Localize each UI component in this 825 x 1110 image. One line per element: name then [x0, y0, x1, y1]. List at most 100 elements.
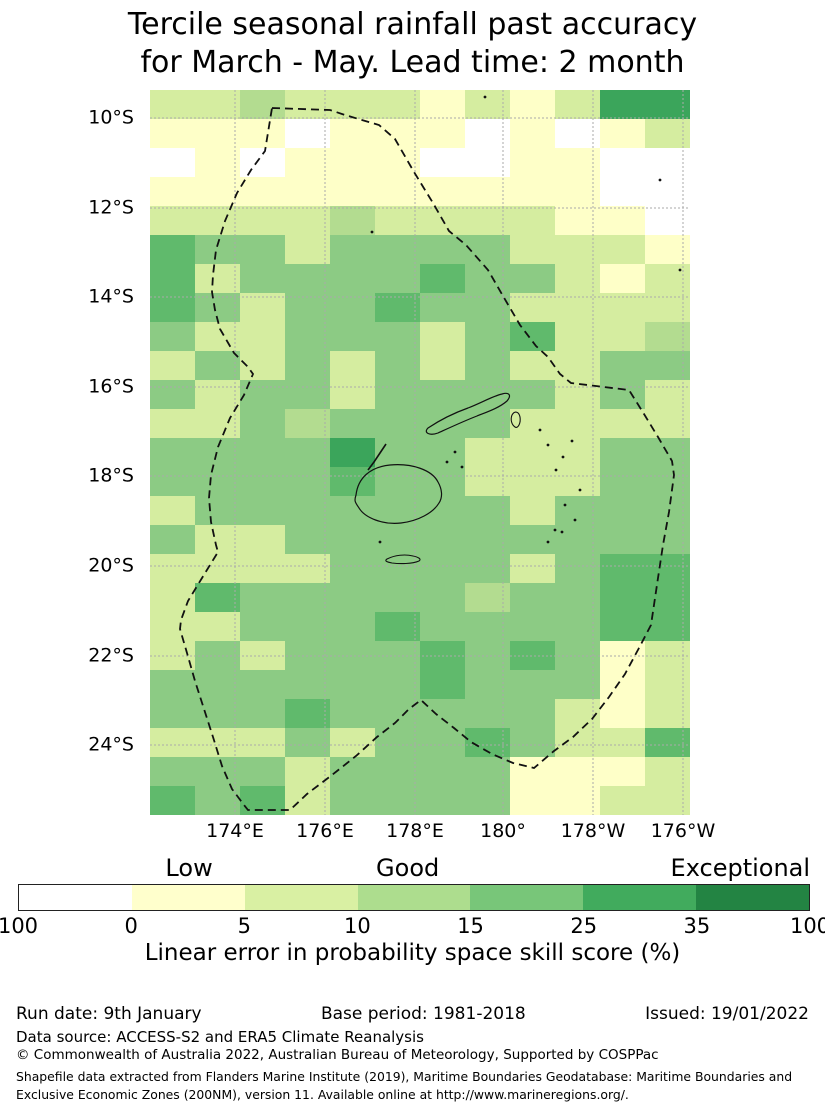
grid-cell	[330, 583, 375, 612]
grid-cell	[510, 409, 555, 438]
islet-dot	[453, 450, 457, 454]
small-islets	[370, 95, 682, 544]
grid-cell	[240, 757, 285, 786]
grid-cell	[375, 554, 420, 583]
taveuni-outline	[510, 411, 521, 428]
grid-cell	[510, 670, 555, 699]
grid-cell	[600, 148, 645, 177]
grid-cell	[420, 525, 465, 554]
grid-cell	[330, 786, 375, 815]
grid-cell	[420, 90, 465, 119]
grid-cell	[510, 612, 555, 641]
grid-cell	[240, 612, 285, 641]
grid-cell	[285, 264, 330, 293]
grid-cell	[330, 699, 375, 728]
grid-cell	[195, 264, 240, 293]
grid-cell	[420, 380, 465, 409]
grid-cell	[330, 525, 375, 554]
colorbar-tick-label: 5	[237, 914, 251, 938]
grid-cell	[150, 467, 195, 496]
islet-dot	[678, 268, 682, 272]
grid-cell	[330, 264, 375, 293]
grid-cell	[420, 786, 465, 815]
grid-cell	[420, 554, 465, 583]
yasawa-islands-outline	[367, 443, 387, 471]
islet-dot	[570, 439, 574, 443]
grid-cell	[330, 728, 375, 757]
grid-cell	[195, 235, 240, 264]
grid-cell	[285, 206, 330, 235]
legend-category-label: Good	[376, 854, 440, 882]
grid-cell	[195, 496, 240, 525]
grid-cell	[150, 177, 195, 206]
grid-cell	[600, 235, 645, 264]
grid-cell	[375, 525, 420, 554]
grid-cell	[285, 409, 330, 438]
longitude-axis: 174°E 176°E 178°E 180° 178°W 176°W	[150, 820, 715, 846]
colorbar-tick-label: 25	[570, 914, 598, 938]
grid-cell	[150, 119, 195, 148]
grid-cell	[375, 728, 420, 757]
grid-cell	[510, 467, 555, 496]
viti-levu-outline	[354, 464, 443, 524]
latitude-tick-label: 16°S	[88, 375, 134, 398]
grid-cell	[330, 177, 375, 206]
grid-cell	[285, 554, 330, 583]
legend-category-label: Exceptional	[670, 854, 811, 882]
grid-cell	[285, 119, 330, 148]
latitude-axis: 10°S 12°S 14°S 16°S 18°S 20°S 22°S 24°S	[0, 90, 142, 815]
base-period-text: Base period: 1981-2018	[320, 1004, 526, 1024]
grid-cell	[195, 380, 240, 409]
grid-cell	[285, 670, 330, 699]
grid-cell	[330, 409, 375, 438]
grid-cell	[150, 525, 195, 554]
grid-cell	[510, 438, 555, 467]
islet-dot	[561, 455, 565, 459]
grid-cell	[330, 380, 375, 409]
grid-cell	[330, 235, 375, 264]
grid-cell	[240, 322, 285, 351]
grid-cell	[510, 206, 555, 235]
grid-cell	[330, 90, 375, 119]
grid-cell	[330, 554, 375, 583]
grid-cell	[600, 699, 645, 728]
grid-cell	[150, 438, 195, 467]
grid-cell	[150, 670, 195, 699]
longitude-tick-label: 176°W	[650, 820, 716, 842]
grid-cell	[600, 467, 645, 496]
grid-cell	[195, 351, 240, 380]
grid-cell	[510, 380, 555, 409]
grid-cell	[510, 525, 555, 554]
islet-dot	[658, 178, 662, 182]
grid-cell	[330, 293, 375, 322]
grid-cell	[195, 119, 240, 148]
grid-cell	[600, 177, 645, 206]
grid-cell	[375, 322, 420, 351]
grid-cell	[150, 728, 195, 757]
shapefile-line-1: Shapefile data extracted from Flanders M…	[16, 1069, 793, 1084]
title-line-2: for March - May. Lead time: 2 month	[140, 44, 685, 80]
grid-cell	[285, 90, 330, 119]
grid-cell	[420, 699, 465, 728]
colorbar-segment	[696, 885, 810, 910]
title-line-1: Tercile seasonal rainfall past accuracy	[127, 7, 698, 42]
islet-dot	[553, 528, 557, 532]
islet-dot	[370, 230, 374, 234]
grid-cell	[150, 293, 195, 322]
latitude-tick-label: 18°S	[88, 464, 134, 487]
latitude-tick-label: 14°S	[88, 285, 134, 308]
grid-cell	[510, 728, 555, 757]
longitude-tick-label: 174°E	[206, 820, 264, 842]
islet-dot	[578, 488, 582, 492]
grid-cell	[150, 380, 195, 409]
grid-cell	[510, 90, 555, 119]
issued-text: Issued: 19/01/2022	[645, 1004, 809, 1024]
grid-cell	[420, 728, 465, 757]
islet-dot	[445, 460, 449, 464]
grid-cell	[600, 293, 645, 322]
grid-cell	[375, 148, 420, 177]
islet-dot	[538, 428, 542, 432]
grid-cell	[285, 322, 330, 351]
grid-cell	[600, 206, 645, 235]
grid-cell	[330, 322, 375, 351]
